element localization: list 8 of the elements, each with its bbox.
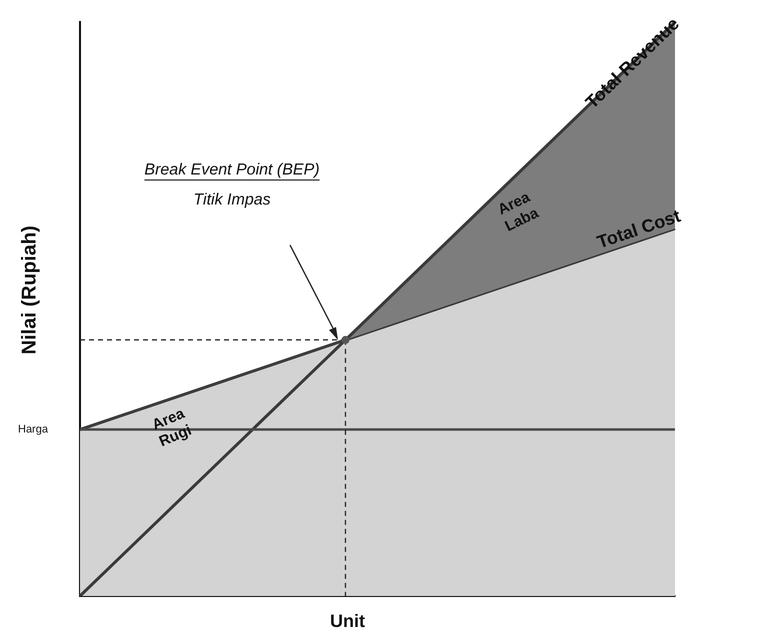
annotation: Area Rugi [150,404,194,450]
y-axis-title: Nilai (Rupiah) [18,226,41,354]
text: Total Cost [594,206,683,252]
annotation: Area Laba [495,188,542,236]
ref-line-label: Harga [18,424,49,436]
annotation: Break Event Point (BEP) [144,161,320,178]
annotation: Titik Impas [193,191,271,208]
x-axis-title: Unit [330,610,365,631]
